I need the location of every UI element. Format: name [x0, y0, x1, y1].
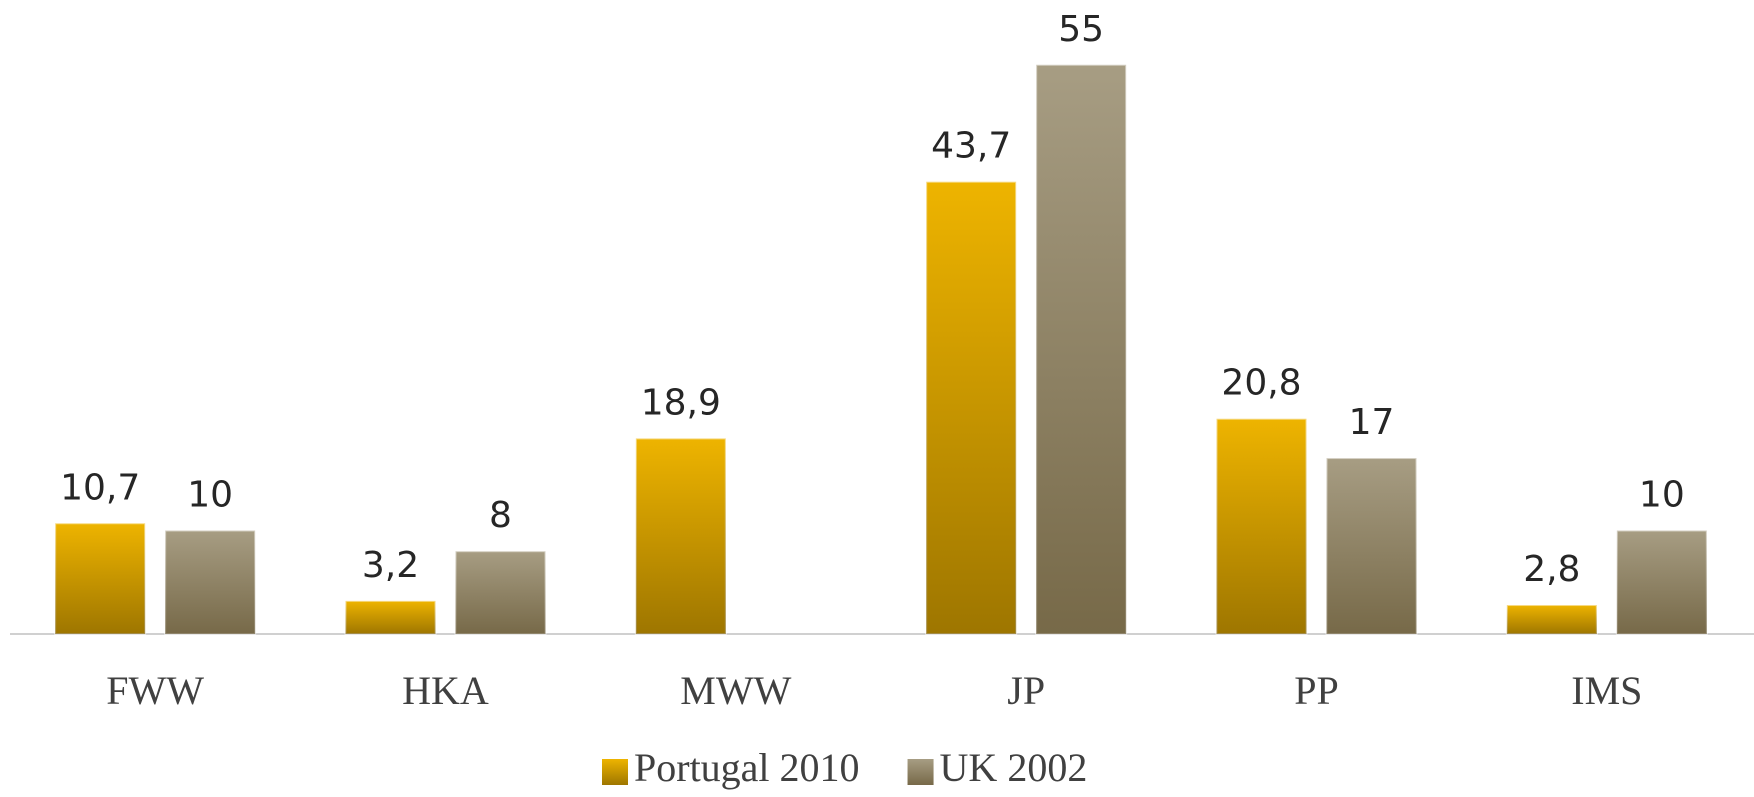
data-label: 17 — [1349, 402, 1395, 443]
data-label: 10 — [1639, 475, 1685, 516]
legend-swatch-shade — [907, 759, 934, 785]
bar-shade — [1506, 605, 1597, 634]
bar-shade — [1216, 418, 1307, 634]
x-tick-label: IMS — [1571, 668, 1642, 713]
x-tick-label: JP — [1007, 668, 1045, 713]
bar-shade — [1036, 64, 1127, 634]
legend-label: Portugal 2010 — [634, 745, 860, 790]
data-label: 18,9 — [641, 382, 721, 423]
x-tick-label: FWW — [106, 668, 204, 713]
legend-label: UK 2002 — [940, 745, 1088, 790]
data-label: 2,8 — [1523, 549, 1580, 590]
x-tick-label: MWW — [680, 668, 791, 713]
bar-shade — [635, 438, 726, 634]
data-label: 10 — [187, 475, 233, 516]
data-label: 55 — [1058, 9, 1104, 50]
data-label: 43,7 — [931, 126, 1011, 167]
data-label: 3,2 — [362, 545, 419, 586]
x-tick-label: HKA — [402, 668, 489, 713]
bar-shade — [55, 523, 146, 634]
x-tick-label: PP — [1294, 668, 1339, 713]
bar-shade — [165, 530, 256, 634]
data-label: 20,8 — [1221, 363, 1301, 404]
bar-shade — [455, 551, 546, 634]
bar-shade — [1326, 458, 1417, 634]
bar-shade — [345, 600, 436, 634]
legend-swatch-shade — [602, 759, 628, 785]
data-label: 10,7 — [60, 467, 140, 508]
data-label: 8 — [489, 495, 512, 536]
bar-shade — [1616, 530, 1707, 634]
bar-shade — [926, 181, 1017, 634]
